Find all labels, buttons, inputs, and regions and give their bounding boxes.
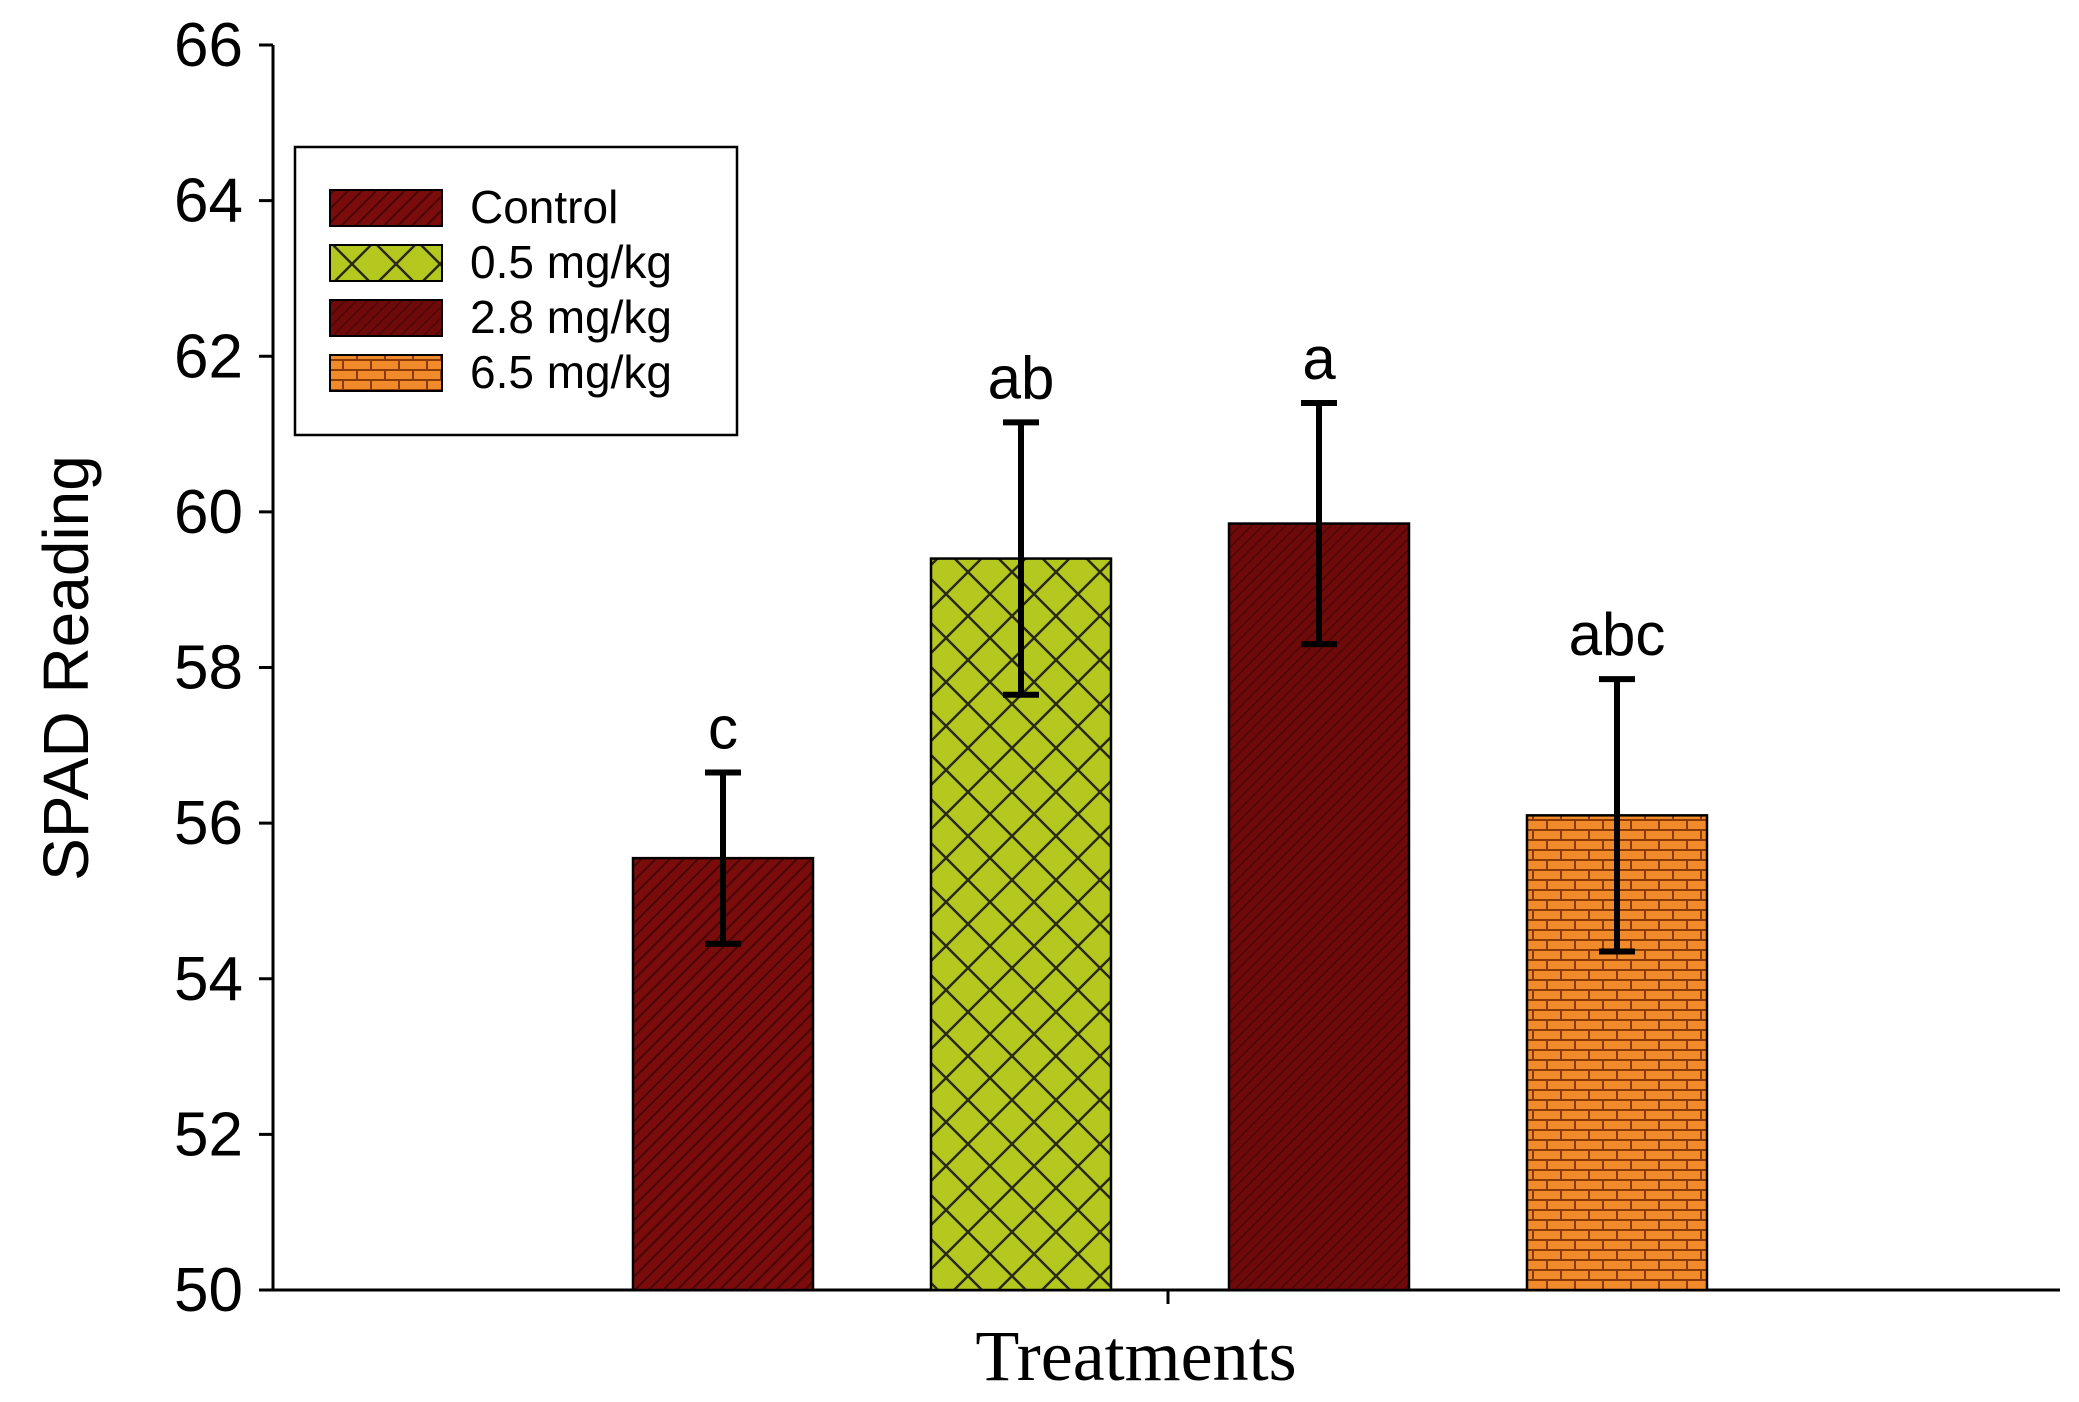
significance-label: abc [1569, 601, 1666, 668]
y-tick-label: 58 [174, 634, 243, 703]
y-tick-label: 52 [174, 1100, 243, 1169]
y-tick-label: 60 [174, 478, 243, 547]
legend-swatch [329, 354, 443, 392]
significance-label: c [708, 695, 738, 762]
legend-swatch [329, 189, 443, 227]
y-tick-label: 50 [174, 1256, 243, 1325]
legend-label: 0.5 mg/kg [470, 236, 672, 288]
y-tick-label: 66 [174, 11, 243, 80]
significance-label: ab [988, 344, 1055, 411]
error-bars [705, 399, 1635, 955]
y-tick-label: 56 [174, 789, 243, 858]
significance-label: a [1302, 325, 1336, 392]
y-axis-ticks: 50 52 54 56 58 60 62 64 66 [174, 11, 273, 1325]
legend-label: 2.8 mg/kg [470, 291, 672, 343]
y-tick-label: 64 [174, 167, 243, 236]
y-axis-label: SPAD Reading [30, 455, 102, 881]
legend-swatch [329, 299, 443, 337]
significance-labels: c ab a abc [708, 325, 1665, 762]
legend-swatch [329, 244, 443, 282]
y-tick-label: 62 [174, 322, 243, 391]
bar-series [631, 522, 1709, 1292]
legend-label: Control [470, 181, 618, 233]
x-axis-label: Treatments [975, 1316, 1296, 1396]
legend-label: 6.5 mg/kg [470, 346, 672, 398]
y-tick-label: 54 [174, 945, 243, 1014]
